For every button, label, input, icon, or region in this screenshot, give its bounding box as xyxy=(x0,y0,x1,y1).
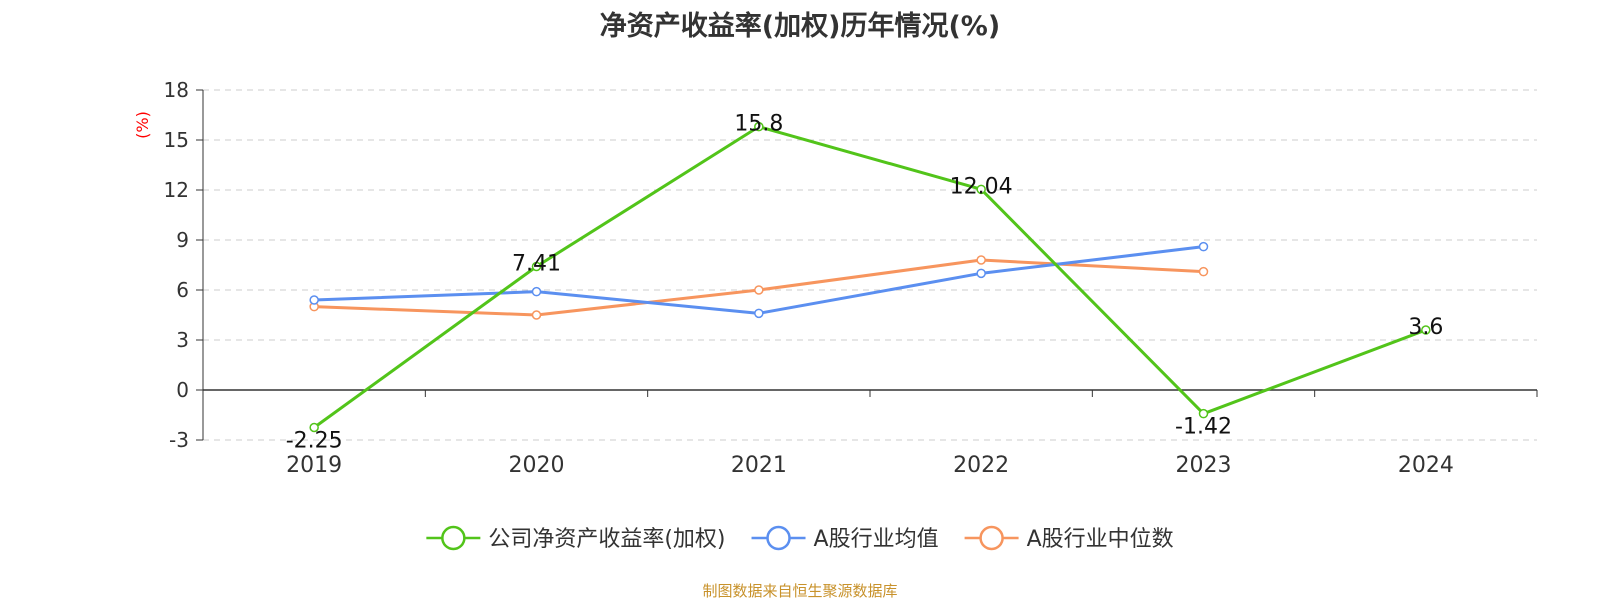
x-tick-label: 2022 xyxy=(953,453,1009,478)
x-tick-label: 2024 xyxy=(1398,453,1454,478)
data-point xyxy=(1198,241,1209,252)
x-tick-label: 2019 xyxy=(286,453,342,478)
data-point xyxy=(976,255,986,265)
legend-label: A股行业中位数 xyxy=(1027,527,1174,552)
data-point xyxy=(754,121,764,132)
y-tick-label: 12 xyxy=(164,178,189,202)
data-point xyxy=(1198,408,1209,419)
source-note: 制图数据来自恒生聚源数据库 xyxy=(702,582,898,600)
legend-item: A股行业中位数 xyxy=(964,525,1174,552)
data-point xyxy=(309,422,319,433)
data-point xyxy=(531,286,542,297)
data-point xyxy=(976,268,986,279)
y-axis-label: (%) xyxy=(133,111,152,139)
data-point xyxy=(309,295,319,305)
data-label: 15.8 xyxy=(734,112,783,137)
data-point xyxy=(1421,325,1431,335)
x-tick-label: 2021 xyxy=(731,453,787,478)
x-tick-label: 2020 xyxy=(509,453,565,478)
legend-circle-icon xyxy=(441,525,466,551)
grid-lines xyxy=(203,89,1537,441)
chart-title: 净资产收益率(加权)历年情况(%) xyxy=(599,11,1001,42)
legend: 公司净资产收益率(加权) A股行业均值 A股行业中位数 xyxy=(426,525,1174,552)
y-tick-label: -3 xyxy=(169,428,189,452)
axes: -3 0 3 6 9 12 15 18 2019 2020 2021 2022 2023 2024 (%) xyxy=(133,78,1538,478)
legend-label: 公司净资产收益率(加权) xyxy=(488,527,725,552)
legend-item: 公司净资产收益率(加权) xyxy=(426,525,726,552)
data-point xyxy=(754,308,764,319)
y-tick-label: 18 xyxy=(164,78,189,102)
legend-circle-icon xyxy=(979,525,1004,551)
legend-item: A股行业均值 xyxy=(751,525,939,552)
data-label: -2.25 xyxy=(286,429,343,454)
y-tick-label: 15 xyxy=(164,128,189,152)
data-label: 7.41 xyxy=(512,252,561,277)
legend-label: A股行业均值 xyxy=(814,527,939,552)
data-labels: -2.25 7.41 15.8 12.04 -1.42 3.6 xyxy=(286,112,1444,454)
x-tick-label: 2023 xyxy=(1176,453,1232,478)
data-point xyxy=(531,310,542,320)
series xyxy=(309,121,1431,433)
data-point xyxy=(1198,266,1209,277)
data-label: 12.04 xyxy=(950,174,1013,199)
y-tick-label: 6 xyxy=(176,278,189,302)
y-tick-label: 0 xyxy=(176,378,189,402)
data-point xyxy=(976,184,986,195)
y-tick-label: 3 xyxy=(176,328,189,352)
data-point xyxy=(754,285,764,295)
data-label: 3.6 xyxy=(1408,315,1443,340)
y-tick-label: 9 xyxy=(176,228,189,252)
data-label: -1.42 xyxy=(1175,415,1232,440)
legend-circle-icon xyxy=(766,525,791,551)
data-point xyxy=(531,261,542,272)
series-line xyxy=(313,125,1427,429)
